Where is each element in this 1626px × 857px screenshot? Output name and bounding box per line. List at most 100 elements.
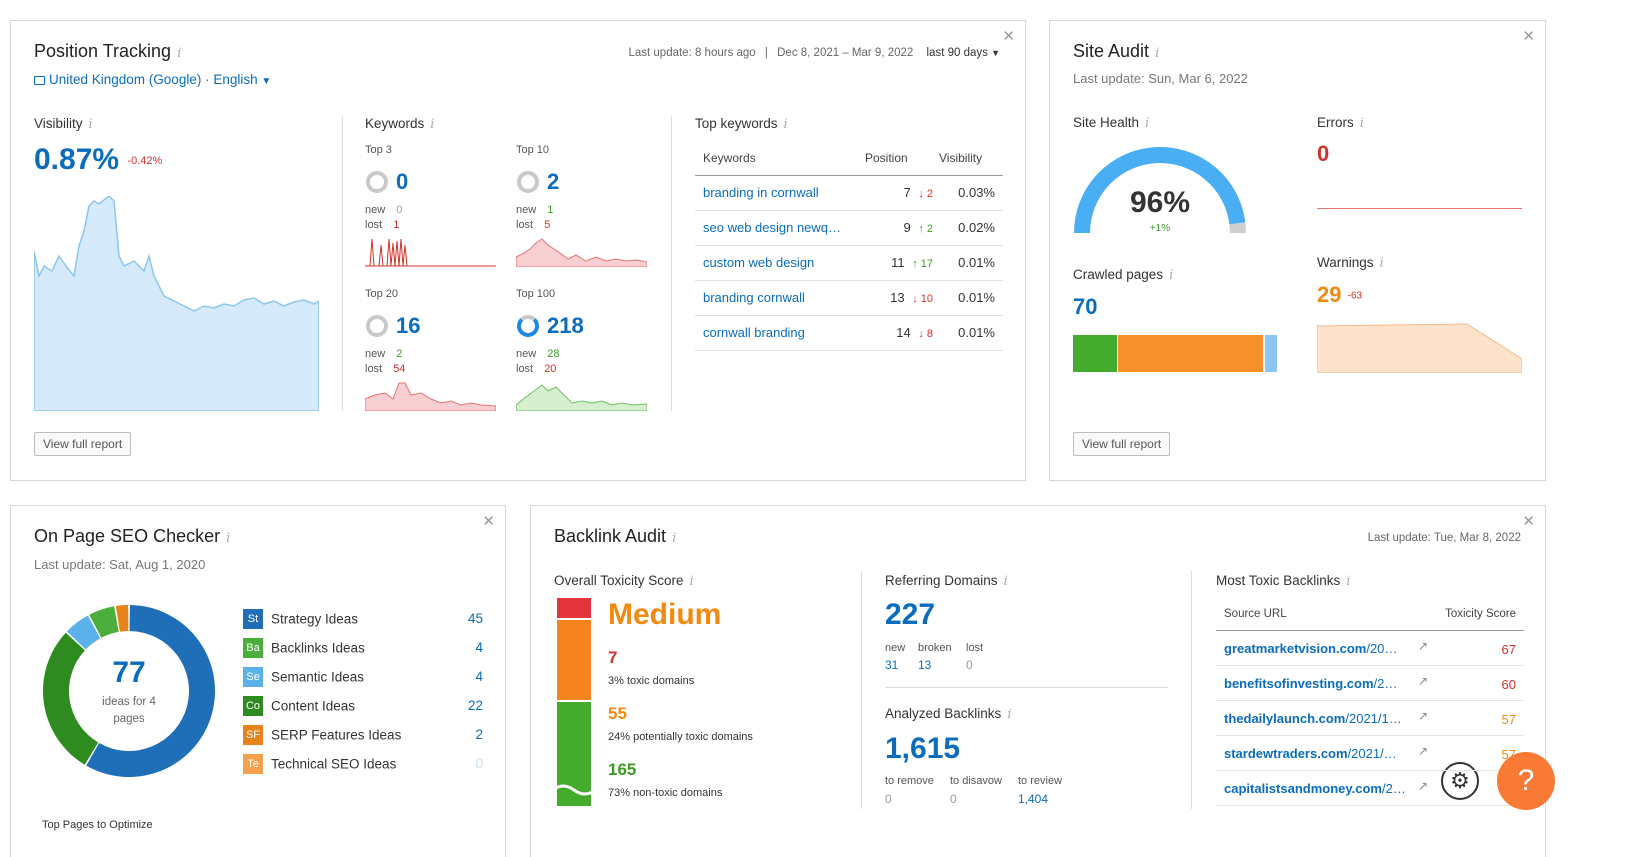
- table-row: seo web design newq… 9 ↑ 2 0.02%: [695, 210, 1003, 246]
- info-icon[interactable]: i: [1359, 116, 1364, 131]
- ref-broken-label: broken: [918, 642, 952, 654]
- idea-count[interactable]: 45: [467, 611, 483, 626]
- info-icon[interactable]: i: [88, 117, 93, 132]
- idea-count[interactable]: 4: [475, 640, 483, 655]
- keyword-link[interactable]: seo web design newq…: [703, 220, 842, 235]
- keywords-label: Keywords i: [365, 116, 435, 132]
- donut-slice-ba[interactable]: [89, 606, 119, 638]
- backlink-url[interactable]: thedailylaunch.com/2021/1…: [1224, 711, 1402, 726]
- bar-segment-healthy[interactable]: [1073, 335, 1117, 372]
- bar-segment-redirects[interactable]: [1265, 335, 1277, 372]
- top10-value[interactable]: 2: [547, 169, 560, 194]
- table-row: custom web design 11 ↑ 17 0.01%: [695, 245, 1003, 281]
- top3-value[interactable]: 0: [396, 169, 409, 194]
- bar-segment-issues[interactable]: [1118, 335, 1263, 372]
- keyword-link[interactable]: branding in cornwall: [703, 185, 819, 200]
- errors-value[interactable]: 0: [1317, 141, 1330, 166]
- idea-row[interactable]: Te Technical SEO Ideas 0: [243, 754, 493, 776]
- top100-value[interactable]: 218: [547, 313, 584, 338]
- idea-row[interactable]: Se Semantic Ideas 4: [243, 667, 493, 689]
- backlink-url[interactable]: greatmarketvision.com/20…: [1224, 641, 1398, 656]
- info-icon[interactable]: i: [1169, 268, 1174, 283]
- info-icon[interactable]: i: [1155, 46, 1160, 61]
- idea-row[interactable]: Co Content Ideas 22: [243, 696, 493, 718]
- close-icon[interactable]: ✕: [1522, 513, 1535, 530]
- settings-button[interactable]: ⚙: [1441, 762, 1479, 800]
- idea-row[interactable]: St Strategy Ideas 45: [243, 609, 493, 631]
- idea-count[interactable]: 2: [475, 727, 483, 742]
- meter-break-icon: [553, 784, 595, 796]
- idea-label: Technical SEO Ideas: [271, 756, 397, 772]
- donut-slice-st[interactable]: [86, 605, 216, 777]
- chevron-down-icon: ▼: [991, 48, 1000, 58]
- backlink-url[interactable]: stardewtraders.com/2021/…: [1224, 746, 1397, 761]
- site-health-delta: +1%: [1149, 223, 1171, 234]
- backlink-url[interactable]: capitalistsandmoney.com/2…: [1224, 781, 1406, 796]
- help-button[interactable]: ?: [1497, 752, 1555, 810]
- top100-lost: lost 20: [516, 363, 557, 375]
- close-icon[interactable]: ✕: [1002, 28, 1015, 45]
- period-dropdown[interactable]: last 90 days ▼: [926, 47, 1001, 59]
- last-update-line: Last update: 8 hours ago | Dec 8, 2021 –…: [628, 47, 1000, 59]
- divider: [1191, 571, 1192, 809]
- table-row: stardewtraders.com/2021/… ↗ 57: [1216, 736, 1524, 771]
- info-icon[interactable]: i: [1007, 707, 1012, 722]
- idea-row[interactable]: SF SERP Features Ideas 2: [243, 725, 493, 747]
- idea-row[interactable]: Ba Backlinks Ideas 4: [243, 638, 493, 660]
- to-remove-label: to remove: [885, 775, 934, 787]
- crawled-pages-value[interactable]: 70: [1073, 294, 1098, 319]
- top10-new: new 1: [516, 204, 554, 216]
- info-icon[interactable]: i: [783, 117, 788, 132]
- external-link-icon[interactable]: ↗: [1418, 744, 1429, 758]
- location-selector[interactable]: United Kingdom (Google) · English ▼: [34, 72, 271, 87]
- idea-badge-icon: Co: [243, 696, 263, 716]
- keyword-link[interactable]: cornwall branding: [703, 325, 805, 340]
- divider: [885, 687, 1168, 688]
- view-full-report-button[interactable]: View full report: [34, 432, 132, 456]
- view-full-report-button[interactable]: View full report: [1073, 432, 1171, 456]
- info-icon[interactable]: i: [226, 531, 231, 546]
- visibility-area: [34, 196, 319, 411]
- top3-label: Top 3: [365, 144, 392, 156]
- backlink-url[interactable]: benefitsofinvesting.com/2…: [1224, 676, 1398, 691]
- toxic-domains-value[interactable]: 7: [608, 648, 618, 667]
- ref-new-value[interactable]: 31: [885, 658, 899, 672]
- divider: [861, 571, 862, 809]
- idea-count[interactable]: 22: [467, 698, 483, 713]
- idea-count[interactable]: 0: [475, 756, 483, 771]
- position-change: ↑ 17: [912, 258, 933, 270]
- potential-domains-value[interactable]: 55: [608, 704, 627, 723]
- nontoxic-domains-value[interactable]: 165: [608, 760, 637, 779]
- external-link-icon[interactable]: ↗: [1418, 639, 1429, 653]
- top20-value[interactable]: 16: [396, 313, 421, 338]
- keyword-link[interactable]: custom web design: [703, 255, 815, 270]
- site-health-value[interactable]: 96%: [1129, 186, 1191, 219]
- toxicity-value[interactable]: Medium: [608, 598, 722, 631]
- idea-label: Semantic Ideas: [271, 669, 365, 685]
- ref-broken-value[interactable]: 13: [918, 658, 932, 672]
- donut-slice-co[interactable]: [43, 632, 99, 765]
- external-link-icon[interactable]: ↗: [1418, 779, 1429, 793]
- idea-count[interactable]: 4: [475, 669, 483, 684]
- info-icon[interactable]: i: [1346, 574, 1351, 589]
- warnings-value[interactable]: 29 -63: [1317, 282, 1363, 307]
- to-review-value[interactable]: 1,404: [1018, 792, 1049, 806]
- donut-slice-sf[interactable]: [115, 605, 129, 632]
- info-icon[interactable]: i: [689, 574, 694, 589]
- info-icon[interactable]: i: [1145, 116, 1150, 131]
- info-icon[interactable]: i: [672, 531, 677, 546]
- analyzed-backlinks-value[interactable]: 1,615: [885, 732, 961, 765]
- keyword-link[interactable]: branding cornwall: [703, 290, 805, 305]
- external-link-icon[interactable]: ↗: [1418, 709, 1429, 723]
- info-icon[interactable]: i: [1003, 574, 1008, 589]
- close-icon[interactable]: ✕: [482, 513, 495, 530]
- info-icon[interactable]: i: [430, 117, 435, 132]
- donut-slice-se[interactable]: [66, 615, 101, 650]
- info-icon[interactable]: i: [177, 46, 182, 61]
- info-icon[interactable]: i: [1379, 256, 1384, 271]
- ref-lost-value: 0: [966, 658, 973, 672]
- external-link-icon[interactable]: ↗: [1418, 674, 1429, 688]
- close-icon[interactable]: ✕: [1522, 28, 1535, 45]
- referring-domains-value[interactable]: 227: [885, 598, 936, 631]
- most-toxic-backlinks-label: Most Toxic Backlinks i: [1216, 573, 1351, 589]
